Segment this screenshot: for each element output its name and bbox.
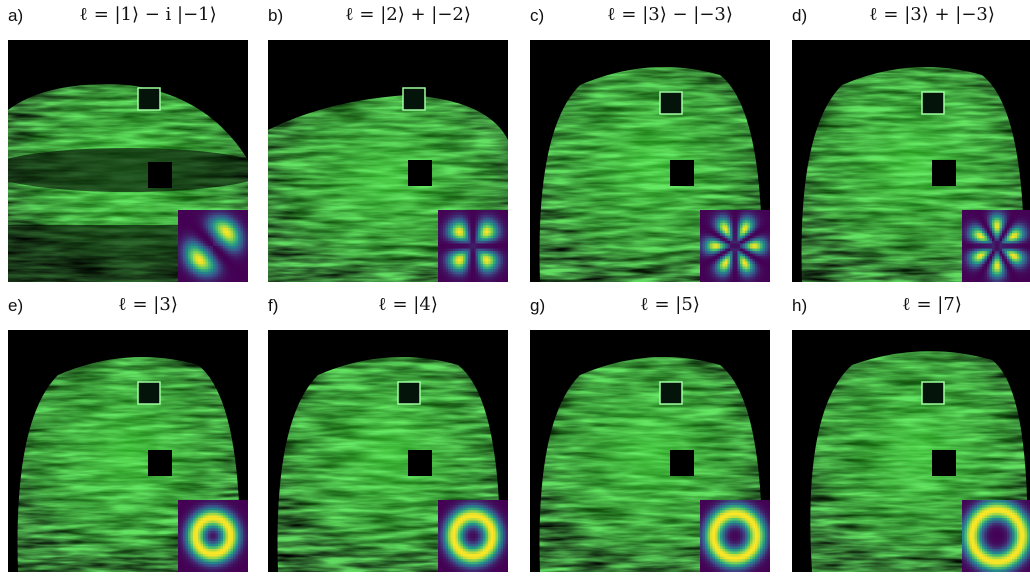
mode-intensity-inset — [438, 210, 508, 282]
panel-label: b) — [268, 6, 283, 26]
panel-label: g) — [530, 296, 545, 316]
panel-title: ℓ = |2⟩ + |−2⟩ — [308, 4, 508, 25]
panel-b: b) ℓ = |2⟩ + |−2⟩ — [268, 4, 508, 288]
tower-photo — [268, 330, 508, 572]
panel-title: ℓ = |5⟩ — [570, 294, 770, 315]
panel-label: a) — [8, 6, 23, 26]
panel-title: ℓ = |3⟩ + |−3⟩ — [832, 4, 1030, 25]
panel-g: g) ℓ = |5⟩ — [530, 294, 770, 578]
panel-title: ℓ = |1⟩ − i |−1⟩ — [48, 4, 248, 25]
panel-c: c) ℓ = |3⟩ − |−3⟩ — [530, 4, 770, 288]
tower-photo — [268, 40, 508, 282]
panel-label: f) — [268, 296, 278, 316]
panel-title: ℓ = |7⟩ — [832, 294, 1030, 315]
panel-label: d) — [792, 6, 807, 26]
inset-heatmap — [962, 500, 1030, 572]
mode-intensity-inset — [962, 210, 1030, 282]
tower-photo — [8, 40, 248, 282]
panel-title: ℓ = |4⟩ — [308, 294, 508, 315]
inset-heatmap — [438, 500, 508, 572]
panel-label: e) — [8, 296, 23, 316]
tower-photo — [530, 40, 770, 282]
panel-a: a) ℓ = |1⟩ − i |−1⟩ — [8, 4, 248, 288]
mode-intensity-inset — [178, 210, 248, 282]
panel-title: ℓ = |3⟩ − |−3⟩ — [570, 4, 770, 25]
tower-photo — [8, 330, 248, 572]
inset-heatmap — [178, 210, 248, 282]
mode-intensity-inset — [962, 500, 1030, 572]
tower-photo — [792, 40, 1030, 282]
tower-photo — [792, 330, 1030, 572]
mode-intensity-inset — [178, 500, 248, 572]
inset-heatmap — [438, 210, 508, 282]
panel-d: d) ℓ = |3⟩ + |−3⟩ — [792, 4, 1030, 288]
inset-heatmap — [700, 210, 770, 282]
tower-photo — [530, 330, 770, 572]
panel-title: ℓ = |3⟩ — [48, 294, 248, 315]
inset-heatmap — [700, 500, 770, 572]
panel-f: f) ℓ = |4⟩ — [268, 294, 508, 578]
inset-heatmap — [962, 210, 1030, 282]
mode-intensity-inset — [700, 210, 770, 282]
panel-e: e) ℓ = |3⟩ — [8, 294, 248, 578]
panel-label: h) — [792, 296, 807, 316]
inset-heatmap — [178, 500, 248, 572]
mode-intensity-inset — [700, 500, 770, 572]
mode-intensity-inset — [438, 500, 508, 572]
panel-label: c) — [530, 6, 544, 26]
panel-h: h) ℓ = |7⟩ — [792, 294, 1030, 578]
